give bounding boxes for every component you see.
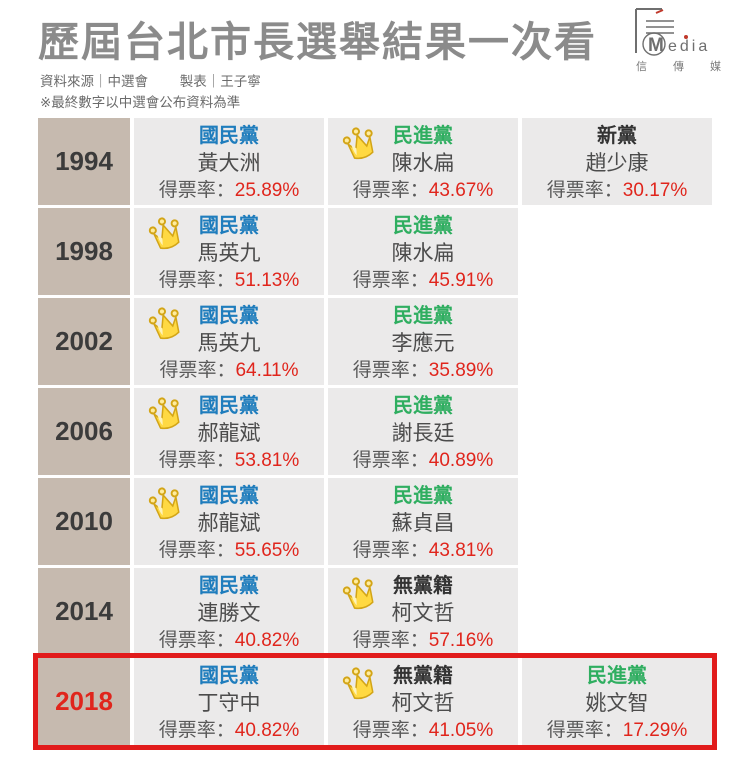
candidate-name: 郝龍斌 [197,512,261,535]
crown-winner-icon [148,487,180,520]
party-label: 國民黨 [199,485,259,507]
cmmedia-logo: M edia 信傳媒 [630,6,742,73]
party-label: 民進黨 [393,125,453,147]
year-cell: 1998 [38,208,130,295]
year-cell: 2014 [38,568,130,655]
party-label: 國民黨 [199,215,259,237]
vote-share: 得票率：30.17% [546,180,688,201]
credit-label: 製表｜王子寧 [179,74,261,89]
candidate-cell-winner: 無黨籍 柯文哲 得票率：41.05% [328,658,518,745]
candidate-cell-winner: 國民黨 馬英九 得票率：51.13% [134,208,324,295]
logo-chinese-name: 信傳媒 [636,61,747,73]
candidate-name: 陳水扁 [391,152,455,175]
candidate-cell: 新黨 趙少康 得票率：30.17% [522,118,712,205]
table-row-2014: 2014 國民黨 連勝文 得票率：40.82% 無黨籍 柯文哲 得票率：57.1… [38,568,712,655]
candidate-cell: 民進黨 陳水扁 得票率：45.91% [328,208,518,295]
party-label: 民進黨 [393,485,453,507]
candidate-cell: 民進黨 謝長廷 得票率：40.89% [328,388,518,475]
year-cell: 2006 [38,388,130,475]
table-row-2010: 2010 國民黨 郝龍斌 得票率：55.65% 民進黨 蘇貞昌 得票率：43.8… [38,478,712,565]
vote-share: 得票率：41.05% [352,720,494,741]
party-label: 國民黨 [199,395,259,417]
party-label: 國民黨 [199,575,259,597]
crown-winner-icon [342,577,374,610]
party-label: 新黨 [597,125,637,147]
logo-letters-edia: edia [668,38,710,55]
vote-share: 得票率：43.81% [352,540,494,561]
cmmedia-logo-mark-icon: M edia [635,8,710,56]
table-row-2006: 2006 國民黨 郝龍斌 得票率：53.81% 民進黨 謝長廷 得票率：40.8… [38,388,712,475]
vote-share: 得票率：35.89% [352,360,494,381]
party-label: 無黨籍 [393,575,453,597]
party-label: 國民黨 [199,665,259,687]
party-label: 民進黨 [393,215,453,237]
party-label: 民進黨 [587,665,647,687]
candidate-name: 柯文哲 [391,692,455,715]
candidate-name: 連勝文 [197,602,261,625]
candidate-cell: 民進黨 蘇貞昌 得票率：43.81% [328,478,518,565]
vote-share: 得票率：45.91% [352,270,494,291]
candidate-cell-winner: 無黨籍 柯文哲 得票率：57.16% [328,568,518,655]
candidate-name: 黃大洲 [197,152,261,175]
candidate-cell-winner: 國民黨 郝龍斌 得票率：55.65% [134,478,324,565]
party-label: 國民黨 [199,125,259,147]
table-row-2002: 2002 國民黨 馬英九 得票率：64.11% 民進黨 李應元 得票率：35.8… [38,298,712,385]
crown-winner-icon [342,127,374,160]
candidate-cell-winner: 國民黨 郝龍斌 得票率：53.81% [134,388,324,475]
vote-share: 得票率：57.16% [352,630,494,651]
candidate-name: 馬英九 [197,332,261,355]
table-row-1998: 1998 國民黨 馬英九 得票率：51.13% 民進黨 陳水扁 得票率：45.9… [38,208,712,295]
candidate-name: 丁守中 [197,692,261,715]
crown-winner-icon [148,307,180,340]
candidate-name: 謝長廷 [391,422,455,445]
candidate-cell: 民進黨 姚文智 得票率：17.29% [522,658,712,745]
candidate-cell-winner: 民進黨 陳水扁 得票率：43.67% [328,118,518,205]
candidate-name: 趙少康 [585,152,649,175]
vote-share: 得票率：17.29% [546,720,688,741]
candidate-cell: 民進黨 李應元 得票率：35.89% [328,298,518,385]
crown-winner-icon [342,667,374,700]
candidate-name: 李應元 [391,332,455,355]
vote-share: 得票率：51.13% [158,270,300,291]
table-row-1994: 1994 國民黨 黃大洲 得票率：25.89% 民進黨 陳水扁 得票率：43.6… [38,118,712,205]
election-results-table: 1994 國民黨 黃大洲 得票率：25.89% 民進黨 陳水扁 得票率：43.6… [33,118,717,750]
crown-winner-icon [148,397,180,430]
vote-share: 得票率：40.89% [352,450,494,471]
table-row-2018-highlighted: 2018 國民黨 丁守中 得票率：40.82% 無黨籍 柯文哲 得票率：41.0… [33,653,717,750]
page-title: 歷屆台北市長選舉結果一次看 [38,19,597,65]
vote-share: 得票率：64.11% [159,360,299,381]
vote-share: 得票率：25.89% [158,180,300,201]
candidate-name: 陳水扁 [391,242,455,265]
source-label: 資料來源｜中選會 [40,74,148,89]
party-label: 國民黨 [199,305,259,327]
source-line: 資料來源｜中選會 製表｜王子寧 [40,70,261,90]
year-cell: 2010 [38,478,130,565]
candidate-name: 郝龍斌 [197,422,261,445]
vote-share: 得票率：40.82% [158,630,300,651]
vote-share: 得票率：43.67% [352,180,494,201]
candidate-name: 馬英九 [197,242,261,265]
party-label: 民進黨 [393,305,453,327]
year-cell: 1994 [38,118,130,205]
candidate-name: 蘇貞昌 [391,512,455,535]
candidate-cell: 國民黨 黃大洲 得票率：25.89% [134,118,324,205]
crown-winner-icon [148,217,180,250]
candidate-cell: 國民黨 丁守中 得票率：40.82% [134,658,324,745]
party-label: 無黨籍 [393,665,453,687]
year-cell: 2002 [38,298,130,385]
party-label: 民進黨 [393,395,453,417]
vote-share: 得票率：55.65% [158,540,300,561]
year-cell: 2018 [38,658,130,745]
logo-letter-m: M [648,35,664,56]
vote-share: 得票率：40.82% [158,720,300,741]
candidate-cell-winner: 國民黨 馬英九 得票率：64.11% [134,298,324,385]
candidate-name: 姚文智 [585,692,649,715]
candidate-name: 柯文哲 [391,602,455,625]
candidate-cell: 國民黨 連勝文 得票率：40.82% [134,568,324,655]
note-label: ※最終數字以中選會公布資料為準 [40,95,241,110]
vote-share: 得票率：53.81% [158,450,300,471]
